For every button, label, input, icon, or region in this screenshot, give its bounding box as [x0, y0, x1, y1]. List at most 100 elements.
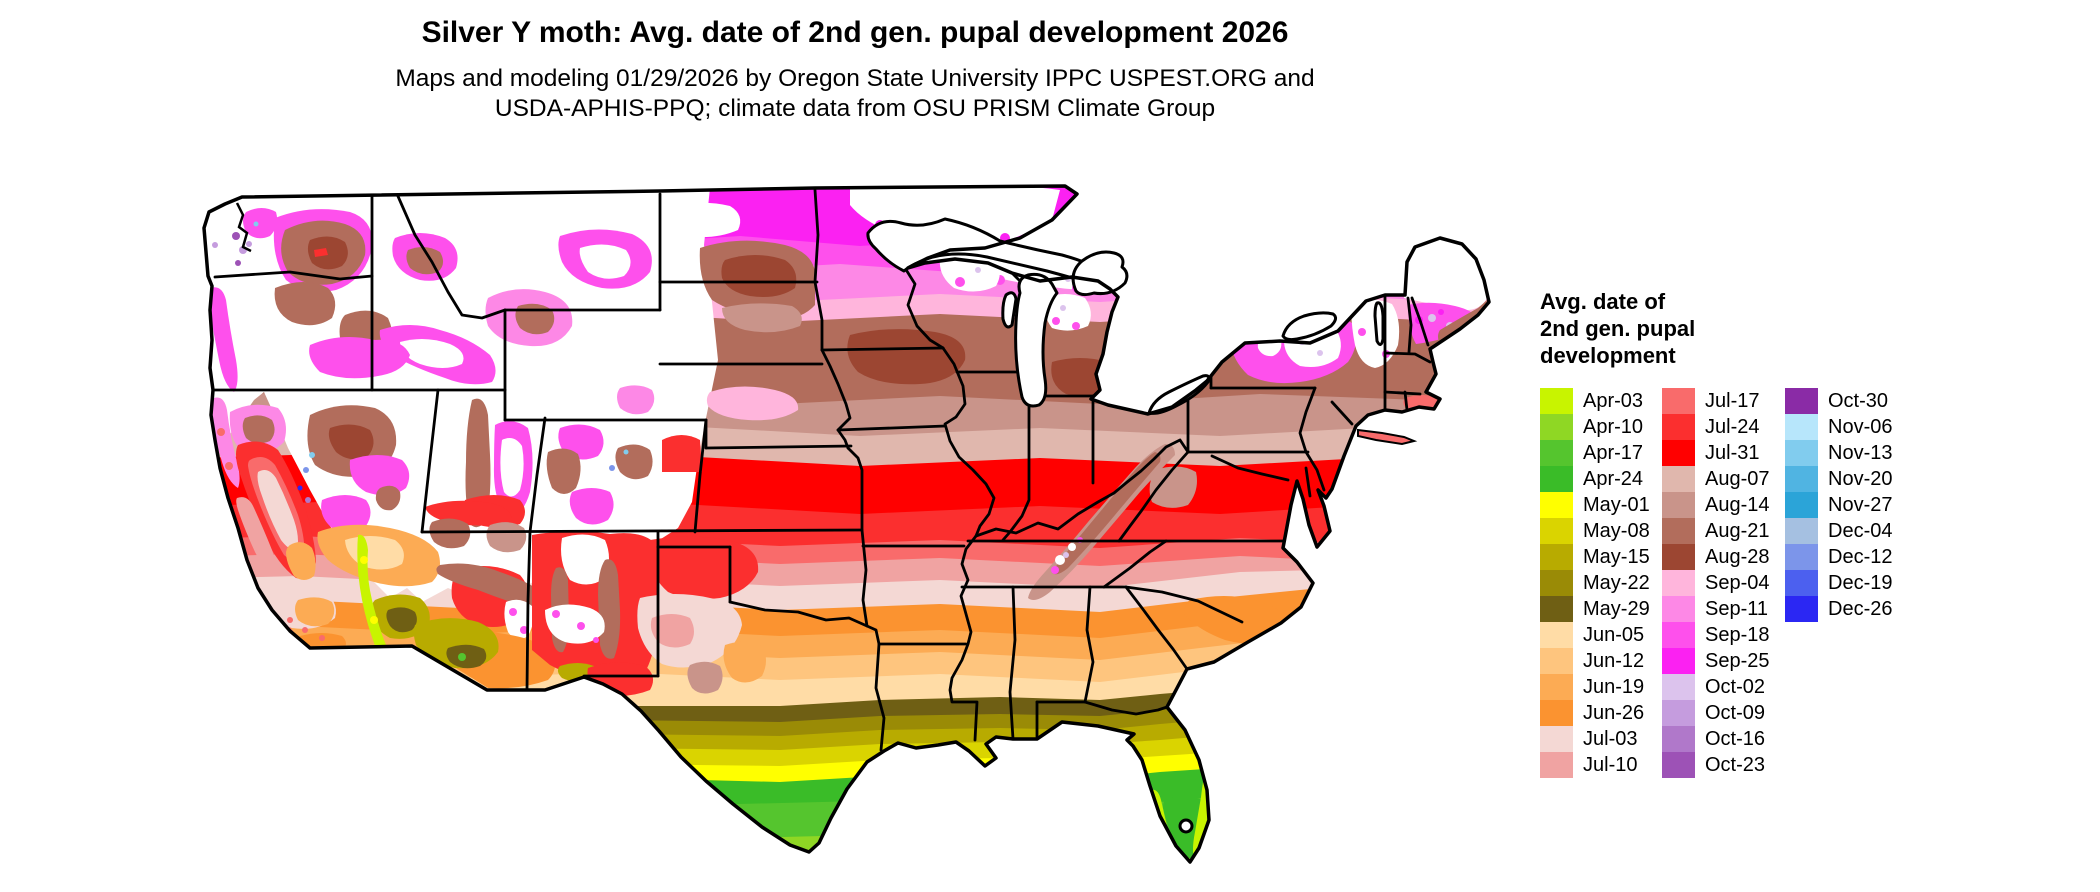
legend-label: Sep-18	[1705, 624, 1770, 646]
us-choropleth-svg	[202, 184, 1491, 864]
legend-entry: Sep-04	[1662, 570, 1785, 596]
legend-label: Jul-31	[1705, 442, 1760, 464]
legend-swatch	[1662, 700, 1695, 726]
legend-entry: May-08	[1540, 518, 1662, 544]
legend-entry: Sep-18	[1662, 622, 1785, 648]
legend-label: Dec-19	[1828, 572, 1893, 594]
lake-okeechobee	[1178, 818, 1194, 834]
lake-ontario	[1281, 311, 1338, 342]
legend-label: Apr-17	[1583, 442, 1644, 464]
legend-label: Jun-19	[1583, 676, 1645, 698]
legend-label: Oct-23	[1705, 754, 1766, 776]
legend-entry: Sep-25	[1662, 648, 1785, 674]
legend-swatch	[1662, 674, 1695, 700]
legend-swatch	[1662, 648, 1695, 674]
legend-label: Jul-10	[1583, 754, 1638, 776]
legend-label: May-15	[1583, 546, 1650, 568]
legend-entry: Jul-31	[1662, 440, 1785, 466]
legend-swatch	[1662, 752, 1695, 778]
legend-column-3: Oct-30 Nov-06 Nov-13 Nov-20 Nov-27 Dec-04 Dec-…	[1785, 388, 1915, 778]
legend-entry: May-15	[1540, 544, 1662, 570]
legend-label: Aug-21	[1705, 520, 1770, 542]
legend-entry: Dec-04	[1785, 518, 1915, 544]
legend-entry: May-22	[1540, 570, 1662, 596]
legend-entry: Jun-26	[1540, 700, 1662, 726]
legend-swatch	[1785, 518, 1818, 544]
legend-entry: Dec-26	[1785, 596, 1915, 622]
legend-swatch	[1540, 492, 1573, 518]
legend-entry: Oct-02	[1662, 674, 1785, 700]
legend-entry: Sep-11	[1662, 596, 1785, 622]
legend-label: Jul-24	[1705, 416, 1760, 438]
legend-swatch	[1540, 544, 1573, 570]
legend-entry: Apr-03	[1540, 388, 1662, 414]
puget-sound	[235, 202, 252, 253]
legend-swatch	[1785, 596, 1818, 622]
lake-michigan	[1014, 272, 1059, 408]
legend-entry: Oct-23	[1662, 752, 1785, 778]
legend-swatch	[1785, 544, 1818, 570]
legend-swatch	[1785, 440, 1818, 466]
legend-label: Jul-17	[1705, 390, 1760, 412]
legend-swatch	[1662, 544, 1695, 570]
legend-swatch	[1540, 596, 1573, 622]
legend-swatch	[1662, 388, 1695, 414]
legend-label: Jun-05	[1583, 624, 1645, 646]
legend-entry: Jul-24	[1662, 414, 1785, 440]
legend-entry: Oct-09	[1662, 700, 1785, 726]
lake-champlain	[1373, 301, 1385, 346]
great-lakes	[866, 217, 1385, 834]
legend-label: Oct-02	[1705, 676, 1766, 698]
legend-label: May-29	[1583, 598, 1650, 620]
legend-swatch	[1540, 570, 1573, 596]
legend-swatch	[1540, 752, 1573, 778]
legend-entry: Jul-03	[1540, 726, 1662, 752]
legend-entry: Jun-05	[1540, 622, 1662, 648]
legend-entry: Dec-12	[1785, 544, 1915, 570]
legend-swatch	[1662, 726, 1695, 752]
page-subtitle: Maps and modeling 01/29/2026 by Oregon S…	[0, 64, 1710, 124]
legend-label: Nov-20	[1828, 468, 1893, 490]
legend-label: Dec-12	[1828, 546, 1893, 568]
legend-label: Sep-11	[1705, 598, 1769, 620]
legend-swatch	[1540, 700, 1573, 726]
legend-swatch	[1540, 518, 1573, 544]
lake-huron	[1071, 250, 1129, 297]
legend-entry: Jun-12	[1540, 648, 1662, 674]
legend-entry: May-01	[1540, 492, 1662, 518]
us-outline	[202, 184, 1491, 864]
legend-title-line-1: Avg. date of	[1540, 289, 1666, 314]
legend-column-2: Jul-17 Jul-24 Jul-31 Aug-07 Aug-14 Aug-21 Aug-…	[1662, 388, 1785, 778]
legend-swatch	[1540, 440, 1573, 466]
map-legend: Avg. date of 2nd gen. pupal development …	[1540, 288, 1960, 778]
legend-swatch	[1662, 570, 1695, 596]
legend-label: May-08	[1583, 520, 1650, 542]
legend-swatch	[1662, 596, 1695, 622]
legend-entry: Aug-21	[1662, 518, 1785, 544]
legend-label: Apr-03	[1583, 390, 1644, 412]
legend-entry: Aug-28	[1662, 544, 1785, 570]
legend-swatch	[1540, 388, 1573, 414]
legend-label: Jun-26	[1583, 702, 1645, 724]
legend-label: Sep-25	[1705, 650, 1770, 672]
legend-swatch	[1785, 570, 1818, 596]
legend-label: Nov-06	[1828, 416, 1893, 438]
legend-label: Nov-27	[1828, 494, 1893, 516]
legend-entry: Apr-10	[1540, 414, 1662, 440]
legend-columns: Apr-03 Apr-10 Apr-17 Apr-24 May-01 May-08 May-…	[1540, 388, 1960, 778]
legend-entry: Nov-13	[1785, 440, 1915, 466]
legend-entry: Jul-17	[1662, 388, 1785, 414]
legend-label: Aug-28	[1705, 546, 1770, 568]
legend-swatch	[1785, 492, 1818, 518]
legend-label: Oct-09	[1705, 702, 1766, 724]
legend-label: Oct-30	[1828, 390, 1889, 412]
legend-swatch	[1540, 674, 1573, 700]
legend-label: Aug-07	[1705, 468, 1770, 490]
legend-title: Avg. date of 2nd gen. pupal development	[1540, 288, 1960, 369]
legend-swatch	[1540, 622, 1573, 648]
legend-entry: Dec-19	[1785, 570, 1915, 596]
legend-swatch	[1540, 466, 1573, 492]
legend-entry: Nov-27	[1785, 492, 1915, 518]
legend-label: May-22	[1583, 572, 1650, 594]
